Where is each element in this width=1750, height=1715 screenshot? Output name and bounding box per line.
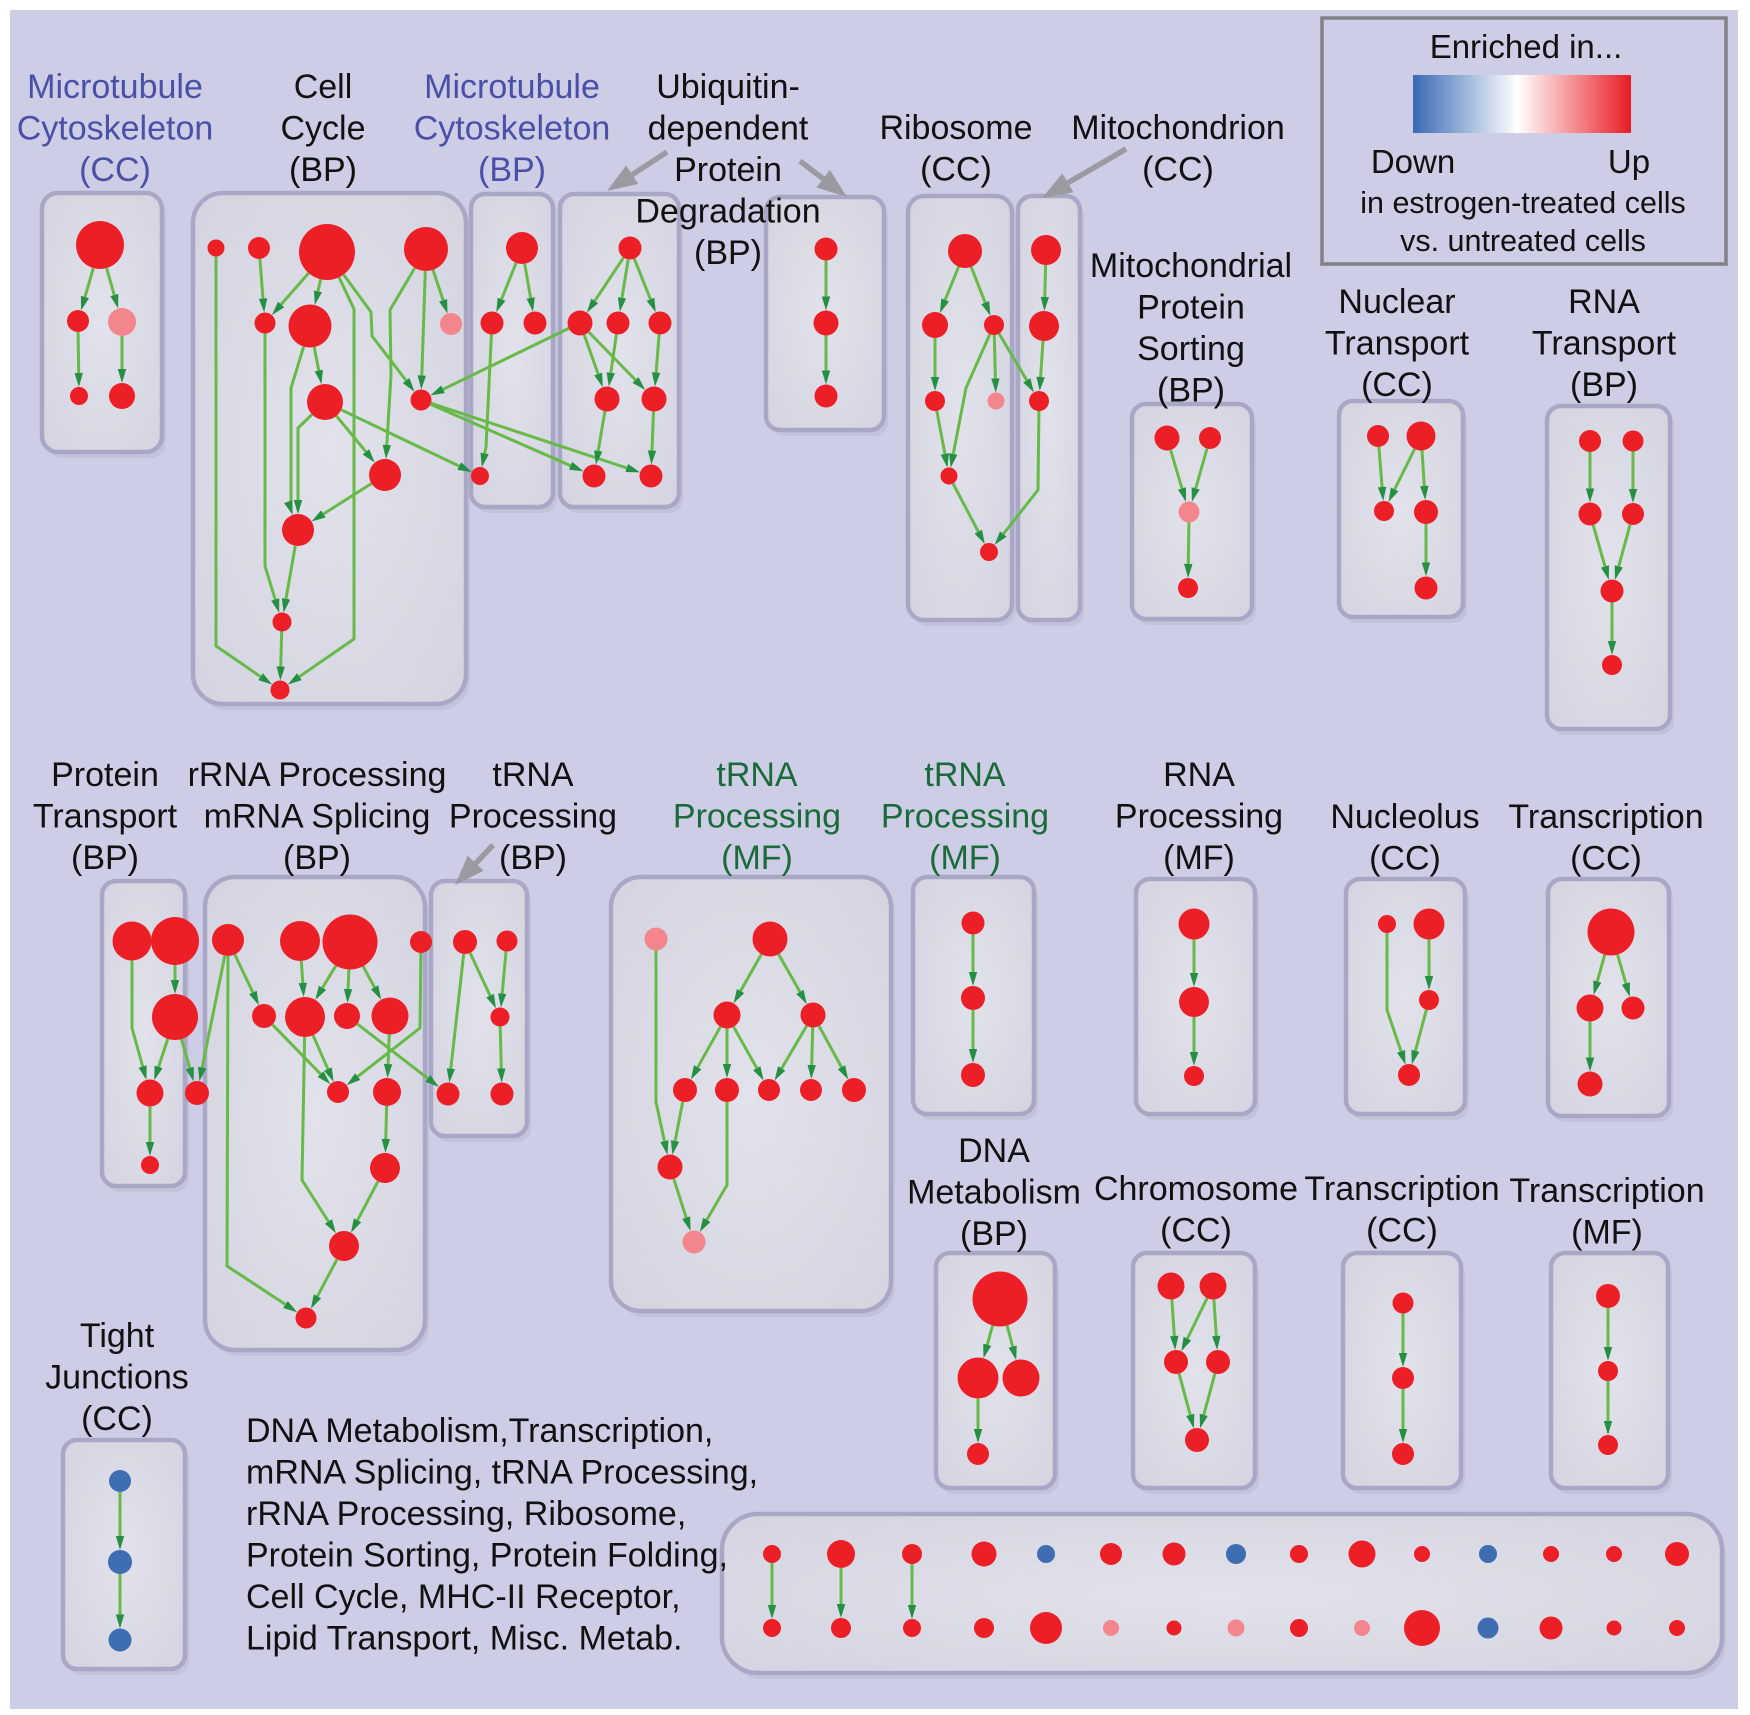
svg-text:(MF): (MF) bbox=[1571, 1214, 1643, 1252]
svg-text:(CC): (CC) bbox=[1366, 1212, 1438, 1250]
svg-text:tRNA: tRNA bbox=[716, 756, 798, 794]
svg-text:DNA: DNA bbox=[958, 1132, 1030, 1170]
svg-text:Degradation: Degradation bbox=[635, 193, 820, 231]
svg-text:(CC): (CC) bbox=[1361, 366, 1433, 404]
svg-text:DNA Metabolism,Transcription,: DNA Metabolism,Transcription, bbox=[246, 1412, 713, 1450]
svg-text:Lipid Transport, Misc. Metab.: Lipid Transport, Misc. Metab. bbox=[246, 1620, 683, 1658]
svg-text:(BP): (BP) bbox=[694, 234, 762, 272]
svg-text:RNA: RNA bbox=[1163, 756, 1235, 794]
svg-text:rRNA Processing, Ribosome,: rRNA Processing, Ribosome, bbox=[246, 1495, 686, 1533]
svg-text:Up: Up bbox=[1608, 143, 1650, 180]
svg-text:(CC): (CC) bbox=[81, 1400, 153, 1438]
svg-text:Nucleolus: Nucleolus bbox=[1330, 798, 1479, 836]
svg-text:Down: Down bbox=[1371, 143, 1455, 180]
svg-text:(BP): (BP) bbox=[1157, 372, 1225, 410]
svg-text:(MF): (MF) bbox=[1163, 839, 1235, 877]
svg-text:(CC): (CC) bbox=[1142, 151, 1214, 189]
svg-text:Cytoskeleton: Cytoskeleton bbox=[17, 110, 214, 148]
svg-text:rRNA Processing: rRNA Processing bbox=[188, 756, 447, 794]
svg-text:mRNA Splicing: mRNA Splicing bbox=[204, 798, 431, 836]
svg-text:Transport: Transport bbox=[1532, 325, 1677, 363]
svg-text:(CC): (CC) bbox=[920, 151, 992, 189]
svg-text:(BP): (BP) bbox=[960, 1215, 1028, 1253]
svg-text:Transport: Transport bbox=[33, 798, 178, 836]
svg-text:tRNA: tRNA bbox=[924, 756, 1006, 794]
svg-text:mRNA Splicing, tRNA Processing: mRNA Splicing, tRNA Processing, bbox=[246, 1454, 758, 1492]
svg-text:Microtubule: Microtubule bbox=[27, 68, 203, 106]
svg-text:Ubiquitin-: Ubiquitin- bbox=[656, 68, 800, 106]
svg-text:Ribosome: Ribosome bbox=[879, 109, 1032, 147]
svg-text:Protein: Protein bbox=[1137, 289, 1245, 327]
svg-text:Mitochondrion: Mitochondrion bbox=[1071, 109, 1285, 147]
svg-text:tRNA: tRNA bbox=[492, 756, 574, 794]
svg-text:Mitochondrial: Mitochondrial bbox=[1090, 247, 1292, 285]
svg-text:Transcription: Transcription bbox=[1509, 1172, 1704, 1210]
svg-text:(BP): (BP) bbox=[499, 839, 567, 877]
svg-text:RNA: RNA bbox=[1568, 283, 1640, 321]
svg-text:Cell: Cell bbox=[294, 68, 353, 106]
svg-text:Processing: Processing bbox=[673, 798, 841, 836]
svg-text:Transcription: Transcription bbox=[1304, 1170, 1499, 1208]
svg-text:Enriched in...: Enriched in... bbox=[1430, 28, 1623, 65]
svg-text:Protein Sorting, Protein Foldi: Protein Sorting, Protein Folding, bbox=[246, 1537, 728, 1575]
svg-text:dependent: dependent bbox=[648, 110, 809, 148]
svg-text:(CC): (CC) bbox=[1570, 840, 1642, 878]
svg-text:Metabolism: Metabolism bbox=[907, 1174, 1081, 1212]
svg-text:Cytoskeleton: Cytoskeleton bbox=[414, 110, 611, 148]
svg-text:Microtubule: Microtubule bbox=[424, 68, 600, 106]
svg-text:(BP): (BP) bbox=[283, 839, 351, 877]
svg-text:(MF): (MF) bbox=[721, 839, 793, 877]
svg-text:(CC): (CC) bbox=[1369, 840, 1441, 878]
svg-text:(MF): (MF) bbox=[929, 839, 1001, 877]
svg-text:Cycle: Cycle bbox=[280, 110, 365, 148]
svg-text:Sorting: Sorting bbox=[1137, 330, 1245, 368]
svg-text:(CC): (CC) bbox=[79, 151, 151, 189]
svg-text:(BP): (BP) bbox=[71, 839, 139, 877]
svg-text:Transport: Transport bbox=[1325, 325, 1470, 363]
svg-text:Tight: Tight bbox=[80, 1317, 155, 1355]
svg-text:Transcription: Transcription bbox=[1508, 798, 1703, 836]
svg-text:(BP): (BP) bbox=[478, 151, 546, 189]
svg-text:Protein: Protein bbox=[674, 151, 782, 189]
svg-text:(BP): (BP) bbox=[289, 151, 357, 189]
svg-text:(CC): (CC) bbox=[1160, 1212, 1232, 1250]
svg-text:Chromosome: Chromosome bbox=[1094, 1170, 1298, 1208]
svg-text:Cell Cycle, MHC-II Receptor,: Cell Cycle, MHC-II Receptor, bbox=[246, 1578, 681, 1616]
svg-text:Protein: Protein bbox=[51, 756, 159, 794]
svg-text:(BP): (BP) bbox=[1570, 366, 1638, 404]
svg-text:in estrogen-treated cells: in estrogen-treated cells bbox=[1360, 186, 1686, 220]
svg-text:Processing: Processing bbox=[881, 798, 1049, 836]
svg-text:Processing: Processing bbox=[1115, 798, 1283, 836]
svg-text:Processing: Processing bbox=[449, 798, 617, 836]
svg-text:vs. untreated cells: vs. untreated cells bbox=[1400, 224, 1646, 258]
svg-text:Nuclear: Nuclear bbox=[1338, 283, 1455, 321]
svg-text:Junctions: Junctions bbox=[45, 1359, 189, 1397]
